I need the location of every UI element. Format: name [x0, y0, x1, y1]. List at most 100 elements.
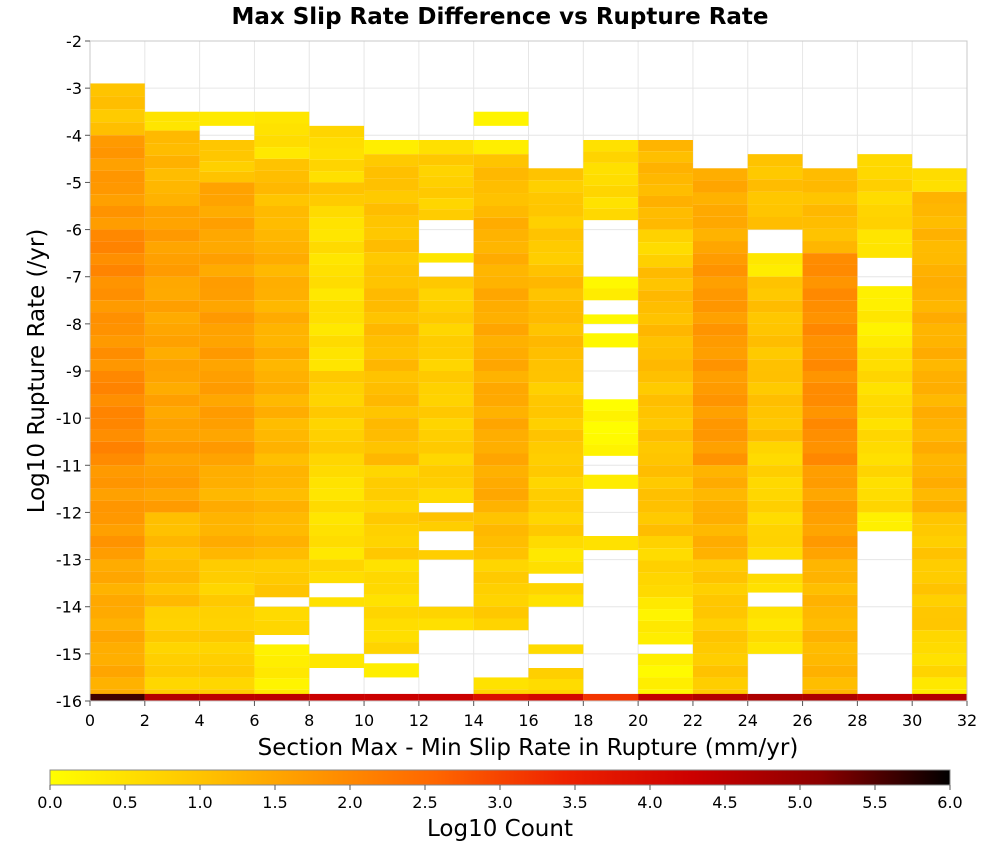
heatmap-cell: [912, 665, 967, 678]
heatmap-cell: [528, 488, 584, 501]
heatmap-cell: [418, 176, 474, 188]
heatmap-cell: [309, 264, 365, 277]
heatmap-cell: [692, 524, 748, 536]
heatmap-cell: [254, 584, 310, 598]
heatmap-cell: [857, 217, 913, 230]
heatmap-cell: [802, 180, 858, 193]
heatmap-cell: [747, 154, 803, 167]
heatmap-cell: [638, 620, 693, 633]
heatmap-cell: [692, 394, 748, 407]
heatmap-cell: [583, 314, 639, 324]
heatmap-cell: [309, 194, 365, 206]
heatmap-cell: [199, 241, 255, 254]
colorbar-tick-label: 4.5: [712, 793, 737, 812]
heatmap-cell: [199, 288, 255, 301]
heatmap-cell: [802, 559, 858, 572]
heatmap-cell: [199, 111, 255, 126]
heatmap-cell: [254, 678, 310, 690]
heatmap-cell: [747, 347, 803, 360]
heatmap-cell: [144, 323, 200, 336]
heatmap-cell: [254, 241, 310, 254]
heatmap-cell: [528, 192, 584, 205]
x-tick-label: 4: [195, 711, 205, 730]
heatmap-cell: [912, 606, 967, 619]
heatmap-cell: [802, 264, 858, 277]
heatmap-cell: [364, 606, 419, 619]
x-tick-label: 26: [792, 711, 812, 730]
heatmap-cell: [418, 512, 474, 522]
heatmap-cell: [418, 371, 474, 383]
heatmap-cell: [912, 536, 967, 548]
heatmap-cell: [254, 312, 310, 324]
x-tick-label: 12: [409, 711, 429, 730]
heatmap-cell: [912, 418, 967, 430]
heatmap-cell: [747, 642, 803, 654]
heatmap-cell: [912, 323, 967, 336]
heatmap-cell: [144, 524, 200, 536]
heatmap-cell: [528, 240, 584, 253]
heatmap-cell: [528, 465, 584, 478]
heatmap-cell: [583, 433, 639, 445]
heatmap-cell: [254, 229, 310, 242]
y-axis-label: Log10 Rupture Rate (/yr): [24, 229, 50, 514]
heatmap-cell: [199, 161, 255, 172]
heatmap-cell: [364, 618, 419, 631]
heatmap-cell: [90, 465, 145, 478]
heatmap-cell: [692, 477, 748, 489]
heatmap-cell: [254, 182, 310, 195]
heatmap-cell: [528, 500, 584, 513]
heatmap-cell: [418, 347, 474, 360]
heatmap-cell: [199, 630, 255, 643]
heatmap-cell: [309, 441, 365, 454]
heatmap-cell: [90, 571, 145, 584]
heatmap-cell: [364, 190, 419, 204]
heatmap-cell: [638, 585, 693, 598]
heatmap-cell: [309, 206, 365, 218]
heatmap-cell: [528, 418, 584, 430]
heatmap-cell: [199, 217, 255, 230]
heatmap-cell: [802, 594, 858, 607]
heatmap-cell: [473, 453, 529, 466]
heatmap-cell: [912, 488, 967, 501]
heatmap-cell: [747, 477, 803, 489]
heatmap-cell: [364, 453, 419, 466]
heatmap-cell: [199, 642, 255, 654]
heatmap-cell: [802, 406, 858, 419]
heatmap-cell: [364, 418, 419, 430]
heatmap-cell: [199, 488, 255, 501]
heatmap-cell: [199, 594, 255, 607]
heatmap-cell: [199, 512, 255, 525]
heatmap-cell: [802, 394, 858, 407]
heatmap-cell: [418, 550, 474, 560]
heatmap-cell: [638, 597, 693, 610]
heatmap-cell: [199, 194, 255, 206]
heatmap-cell: [418, 618, 474, 631]
heatmap-cell: [583, 410, 639, 422]
heatmap-cell: [638, 347, 693, 360]
heatmap-cell: [254, 418, 310, 430]
heatmap-cell: [857, 310, 913, 323]
heatmap-cell: [747, 323, 803, 336]
heatmap-cell: [583, 162, 639, 175]
heatmap-cell: [583, 276, 639, 289]
x-tick-label: 2: [140, 711, 150, 730]
heatmap-cell: [912, 276, 967, 289]
heatmap-cell: [364, 288, 419, 301]
heatmap-cell: [254, 441, 310, 454]
heatmap-cell: [90, 194, 145, 206]
heatmap-cell: [692, 241, 748, 254]
heatmap-cell: [364, 524, 419, 536]
heatmap-cell: [90, 618, 145, 631]
heatmap-cell: [638, 140, 693, 152]
heatmap-cell: [364, 429, 419, 442]
heatmap-cell: [309, 125, 365, 138]
heatmap-cell: [199, 335, 255, 348]
heatmap-cell: [802, 583, 858, 595]
heatmap-cell-bottom: [199, 693, 255, 701]
heatmap-cell: [912, 500, 967, 513]
x-tick-label: 14: [464, 711, 484, 730]
heatmap-cell: [473, 594, 529, 607]
heatmap-cell: [638, 665, 693, 678]
heatmap-cell: [144, 229, 200, 242]
heatmap-cell: [638, 548, 693, 561]
